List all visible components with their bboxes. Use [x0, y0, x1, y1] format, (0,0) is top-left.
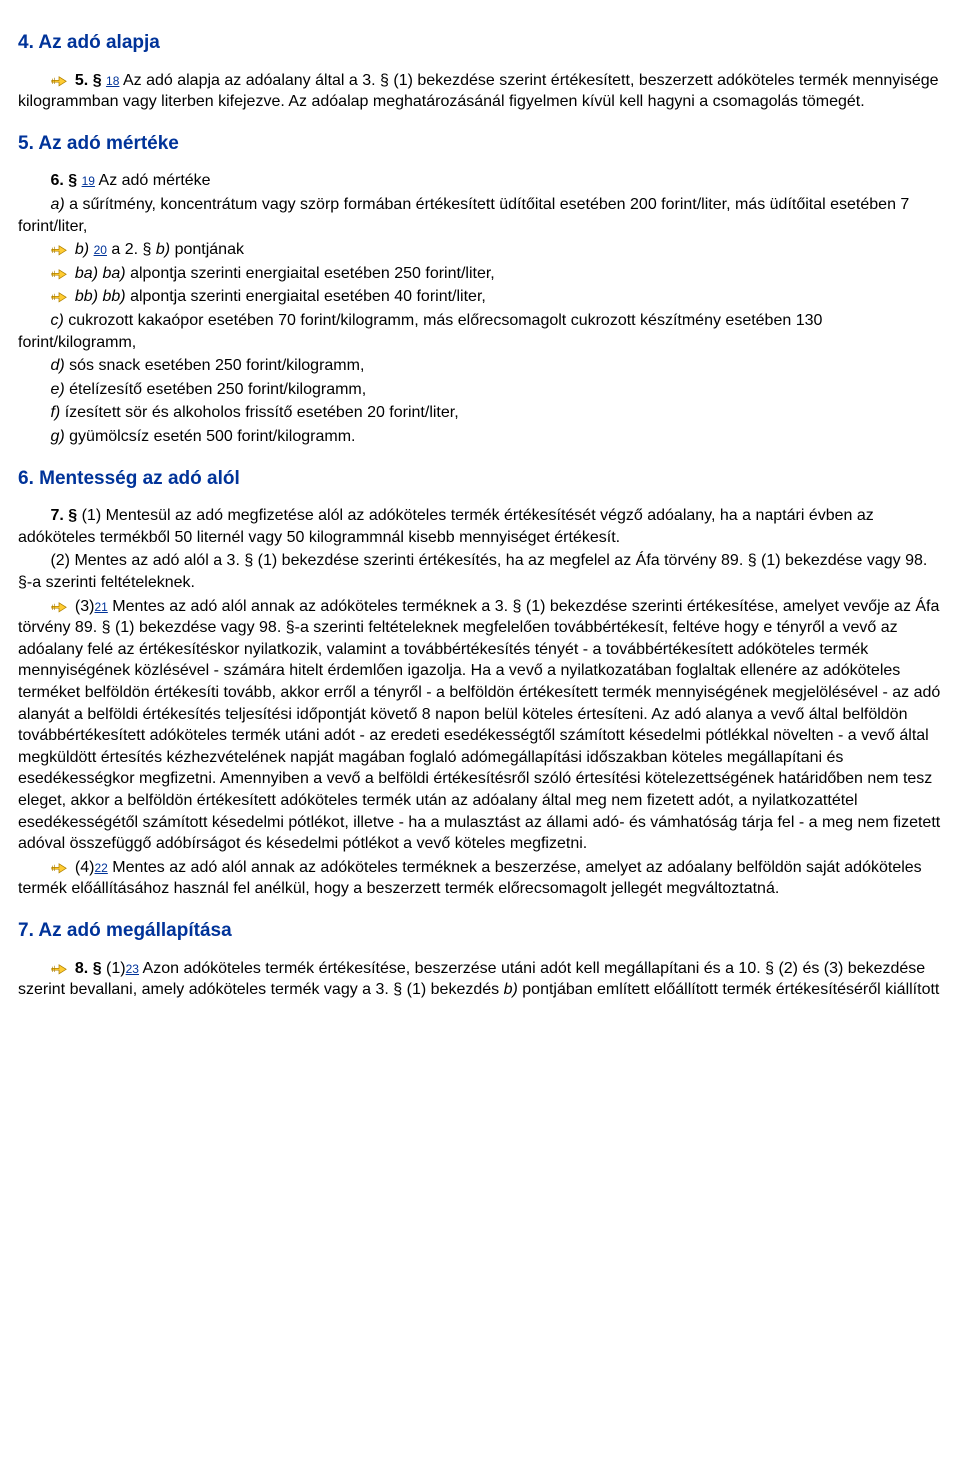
para-7-3-text: Mentes az adó alól annak az adóköteles t…	[18, 598, 940, 853]
item-b-text2: pontjának	[175, 241, 244, 258]
hand-icon	[50, 598, 68, 613]
item-a: a) a sűrítmény, koncentrátum vagy szörp …	[18, 194, 942, 237]
hand-icon	[50, 265, 68, 280]
footnote-22[interactable]: 22	[94, 861, 107, 875]
item-ba-text: alpontja szerinti energiaital esetében 2…	[130, 265, 495, 282]
item-g-label: g)	[50, 428, 64, 445]
item-a-text: a sűrítmény, koncentrátum vagy szörp for…	[18, 196, 909, 235]
sec-6-label: 6. §	[50, 172, 77, 189]
item-e-label: e)	[50, 381, 64, 398]
sec-8-label: 8. §	[75, 960, 102, 977]
item-f-text: ízesített sör és alkoholos frissítő eset…	[65, 404, 459, 421]
footnote-21[interactable]: 21	[94, 600, 107, 614]
item-g: g) gyümölcsíz esetén 500 forint/kilogram…	[18, 426, 942, 448]
para-7-2: (2) Mentes az adó alól a 3. § (1) bekezd…	[18, 550, 942, 593]
para-6: 6. § 19 Az adó mértéke	[18, 170, 942, 192]
item-e: e) ételízesítő esetében 250 forint/kilog…	[18, 379, 942, 401]
item-bb-label: bb) bb)	[75, 288, 126, 305]
heading-4: 4. Az adó alapja	[18, 30, 942, 56]
footnote-18[interactable]: 18	[106, 74, 119, 88]
item-a-label: a)	[50, 196, 64, 213]
item-e-text: ételízesítő esetében 250 forint/kilogram…	[69, 381, 366, 398]
item-c-label: c)	[50, 312, 63, 329]
hand-icon	[50, 960, 68, 975]
footnote-20[interactable]: 20	[94, 243, 107, 257]
sec-5-label: 5. §	[75, 72, 102, 89]
item-f: f) ízesített sör és alkoholos frissítő e…	[18, 402, 942, 424]
para-7-1-text: (1) Mentesül az adó megfizetése alól az …	[18, 507, 874, 546]
sec-7-label: 7. §	[50, 507, 77, 524]
item-d-text: sós snack esetében 250 forint/kilogramm,	[69, 357, 364, 374]
para-8-label: b)	[504, 981, 518, 998]
para-7-4-pre: (4)	[75, 859, 95, 876]
item-ba: ba) ba) alpontja szerinti energiaital es…	[18, 263, 942, 285]
item-ba-label: ba) ba)	[75, 265, 126, 282]
para-5: 5. § 18 Az adó alapja az adóalany által …	[18, 70, 942, 113]
item-d: d) sós snack esetében 250 forint/kilogra…	[18, 355, 942, 377]
footnote-19[interactable]: 19	[82, 174, 95, 188]
item-b: b) 20 a 2. § b) pontjának	[18, 239, 942, 261]
item-b-text: a 2. §	[111, 241, 155, 258]
item-b-label2: b)	[156, 241, 170, 258]
para-8: 8. § (1)23 Azon adóköteles termék értéke…	[18, 958, 942, 1001]
para-6-text: Az adó mértéke	[99, 172, 211, 189]
item-bb-text: alpontja szerinti energiaital esetében 4…	[130, 288, 486, 305]
heading-7: 7. Az adó megállapítása	[18, 918, 942, 944]
hand-icon	[50, 241, 68, 256]
para-8-text2: pontjában említett előállított termék ér…	[522, 981, 939, 998]
para-7-3: (3)21 Mentes az adó alól annak az adóköt…	[18, 596, 942, 855]
item-g-text: gyümölcsíz esetén 500 forint/kilogramm.	[69, 428, 355, 445]
item-d-label: d)	[50, 357, 64, 374]
hand-icon	[50, 72, 68, 87]
item-f-label: f)	[50, 404, 60, 421]
item-c-text: cukrozott kakaópor esetében 70 forint/ki…	[18, 312, 822, 351]
para-7-1: 7. § (1) Mentesül az adó megfizetése aló…	[18, 505, 942, 548]
para-7-4-text: Mentes az adó alól annak az adóköteles t…	[18, 859, 922, 898]
item-b-label: b)	[75, 241, 89, 258]
para-7-4: (4)22 Mentes az adó alól annak az adóköt…	[18, 857, 942, 900]
heading-6: 6. Mentesség az adó alól	[18, 466, 942, 492]
hand-icon	[50, 288, 68, 303]
footnote-23[interactable]: 23	[126, 962, 139, 976]
item-bb: bb) bb) alpontja szerinti energiaital es…	[18, 286, 942, 308]
item-c: c) cukrozott kakaópor esetében 70 forint…	[18, 310, 942, 353]
para-8-pre: (1)	[106, 960, 126, 977]
heading-5: 5. Az adó mértéke	[18, 131, 942, 157]
para-5-text: Az adó alapja az adóalany által a 3. § (…	[18, 72, 939, 111]
hand-icon	[50, 859, 68, 874]
para-7-3-pre: (3)	[75, 598, 95, 615]
para-7-2-text: (2) Mentes az adó alól a 3. § (1) bekezd…	[18, 552, 927, 591]
